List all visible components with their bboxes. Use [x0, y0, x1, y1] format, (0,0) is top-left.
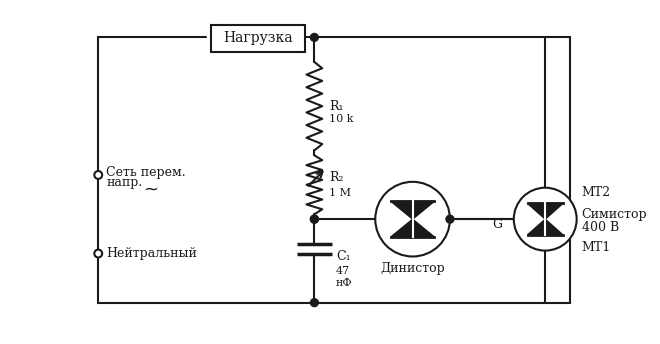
- Text: MT1: MT1: [581, 241, 611, 254]
- Text: G: G: [492, 217, 502, 230]
- Text: R₁: R₁: [329, 100, 344, 113]
- Circle shape: [310, 33, 318, 41]
- Circle shape: [310, 215, 318, 223]
- Text: 400 В: 400 В: [581, 221, 619, 234]
- Text: R₂: R₂: [329, 171, 344, 184]
- Circle shape: [376, 182, 450, 257]
- Circle shape: [513, 188, 577, 250]
- Circle shape: [310, 215, 318, 223]
- Text: Нейтральный: Нейтральный: [106, 247, 197, 260]
- Text: Динистор: Динистор: [380, 262, 445, 275]
- Polygon shape: [527, 219, 563, 235]
- Text: Нагрузка: Нагрузка: [223, 31, 292, 45]
- Circle shape: [94, 250, 102, 257]
- Text: Сеть перем.: Сеть перем.: [106, 166, 185, 180]
- Text: MT2: MT2: [581, 186, 611, 199]
- Text: 1 M: 1 M: [329, 187, 351, 198]
- Text: 47: 47: [336, 266, 350, 276]
- FancyBboxPatch shape: [211, 25, 304, 52]
- Text: C₁: C₁: [336, 250, 350, 263]
- Polygon shape: [391, 202, 434, 219]
- Text: нФ: нФ: [336, 278, 352, 288]
- Text: Симистор: Симистор: [581, 208, 647, 221]
- Text: ~: ~: [143, 181, 158, 199]
- Text: 10 k: 10 k: [329, 114, 354, 124]
- Polygon shape: [527, 203, 563, 219]
- Circle shape: [310, 299, 318, 307]
- Circle shape: [446, 215, 454, 223]
- Circle shape: [94, 171, 102, 179]
- Text: напр.: напр.: [106, 176, 143, 189]
- Polygon shape: [391, 219, 434, 237]
